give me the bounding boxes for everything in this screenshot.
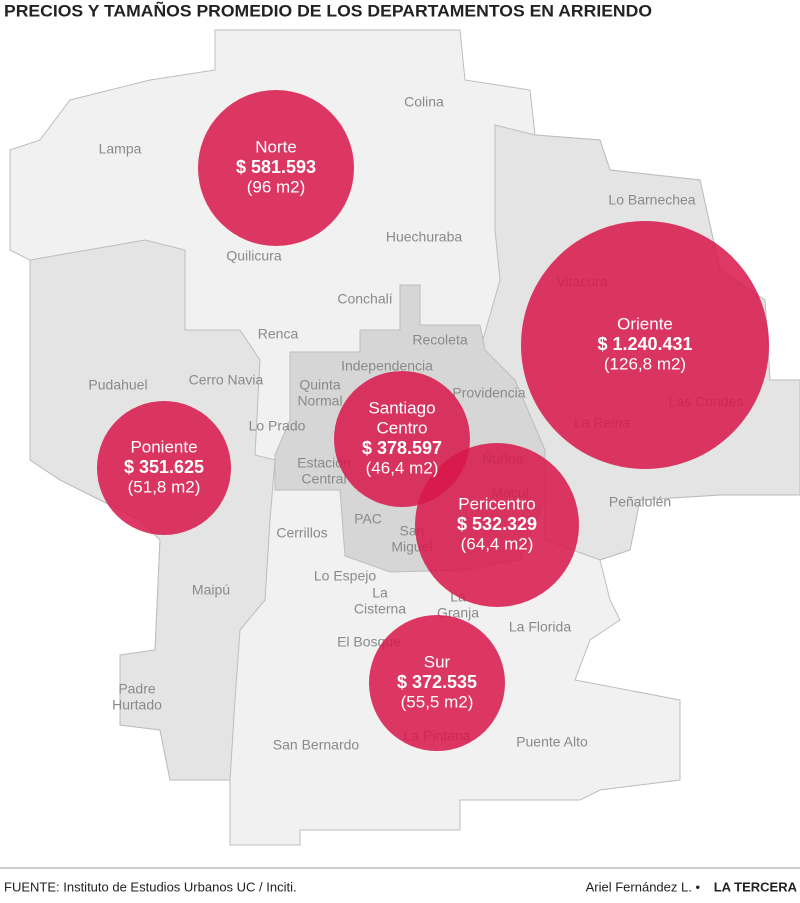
commune-label: La [372,585,388,601]
zone-size: (64,4 m2) [461,534,534,553]
zone-price: $ 372.535 [397,672,477,692]
zone-size: (51,8 m2) [128,477,201,496]
zone-name: Sur [424,652,451,671]
commune-label: Lo Prado [249,418,306,434]
commune-label: Central [301,471,346,487]
zone-bubble [369,615,505,751]
commune-label: Huechuraba [386,229,462,245]
commune-label: Cerrillos [276,525,327,541]
zone-name: Pericentro [458,494,535,513]
commune-label: San Bernardo [273,737,360,753]
commune-label: Normal [297,393,342,409]
commune-label: PAC [354,511,382,527]
zone-size: (55,5 m2) [401,692,474,711]
commune-label: Quilicura [226,248,281,264]
zone-name: Oriente [617,314,673,333]
source: FUENTE: Instituto de Estudios Urbanos UC… [4,879,297,894]
commune-label: Peñalolén [609,494,671,510]
zone-name: Santiago [368,398,435,417]
zone-size: (96 m2) [247,177,306,196]
commune-label: Lo Barnechea [608,192,695,208]
zone-bubble [415,443,579,607]
zone-size: (46,4 m2) [366,458,439,477]
commune-label: Independencia [341,358,433,374]
commune-label: Conchalí [337,291,392,307]
zone-name: Norte [255,137,297,156]
commune-label: Hurtado [112,697,162,713]
publication: LA TERCERA [714,879,798,894]
title: PRECIOS Y TAMAÑOS PROMEDIO DE LOS DEPART… [4,0,652,20]
commune-label: Maipú [192,582,230,598]
zone-bubble [521,221,769,469]
zone-bubble [97,401,231,535]
commune-label: Lampa [99,141,142,157]
zone-price: $ 532.329 [457,514,537,534]
commune-label: Puente Alto [516,734,588,750]
commune-label: Cisterna [354,601,406,617]
zone-price: $ 581.593 [236,157,316,177]
commune-label: La Florida [509,619,571,635]
zone-price: $ 351.625 [124,457,204,477]
zone-name: Centro [376,418,427,437]
commune-label: Renca [258,326,299,342]
commune-label: Quinta [299,377,340,393]
author: Ariel Fernández L. • [586,879,701,894]
zone-bubble [198,90,354,246]
zone-size: (126,8 m2) [604,354,686,373]
commune-label: Cerro Navia [189,372,264,388]
zone-bubbles: Norte$ 581.593(96 m2)Oriente$ 1.240.431(… [97,90,769,751]
zone-name: Poniente [130,437,197,456]
commune-label: Padre [118,681,156,697]
commune-label: Recoleta [412,332,467,348]
zone-price: $ 378.597 [362,438,442,458]
commune-label: Pudahuel [88,377,147,393]
commune-label: Lo Espejo [314,568,376,584]
commune-label: Colina [404,94,444,110]
zone-price: $ 1.240.431 [597,334,692,354]
commune-label: Providencia [452,385,525,401]
